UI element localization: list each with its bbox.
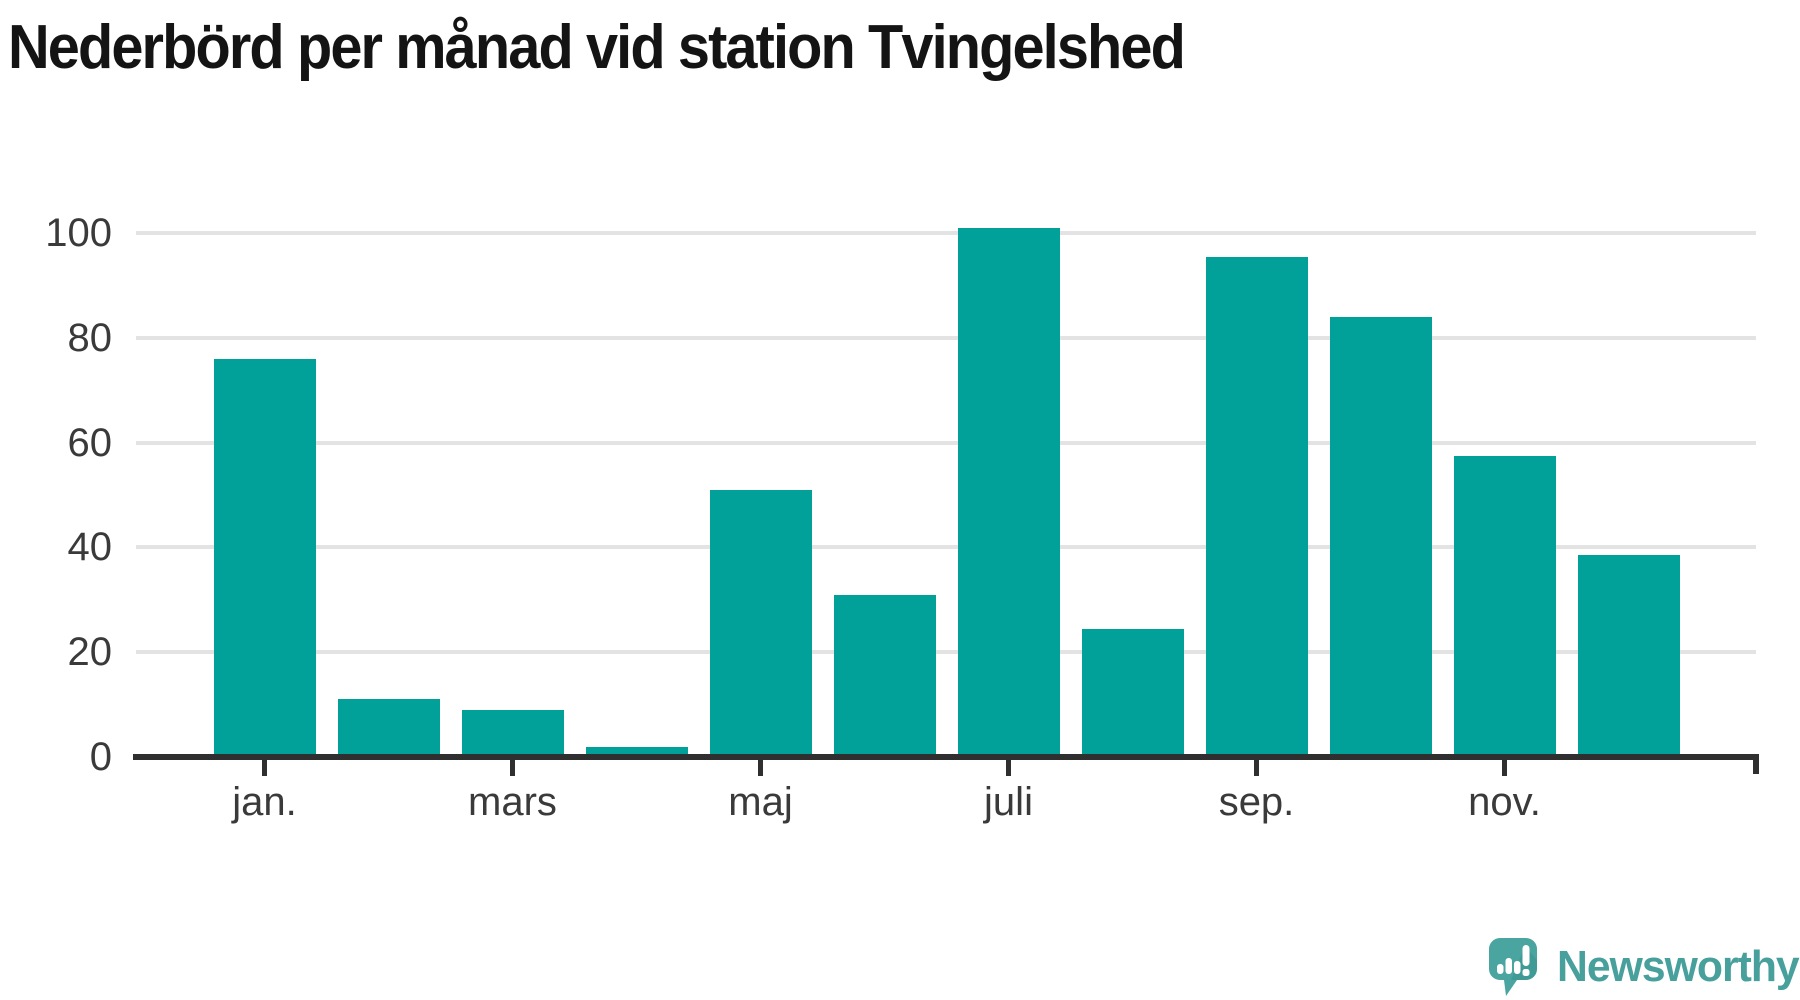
bar-okt [1329,316,1432,757]
y-tick-label: 20 [67,630,113,675]
x-tick-sep [1254,760,1259,776]
x-tick-nov [1502,760,1507,776]
bar-nov [1453,455,1556,757]
bar-maj [709,489,812,757]
bar-juli [957,227,1060,757]
x-tick-juli [1006,760,1011,776]
bar-feb [337,699,440,757]
branding: Newsworthy [1489,938,1800,996]
y-tick-label: 80 [67,315,113,360]
bar-dec [1577,555,1680,757]
x-tick-label: sep. [1218,780,1295,824]
bar-sep [1205,256,1308,757]
chart-title: Nederbörd per månad vid station Tvingels… [8,13,1186,82]
x-tick-jan [262,760,267,776]
bar-aug [1081,628,1184,757]
newsworthy-wordmark: Newsworthy [1557,942,1800,991]
bar-apr [585,746,688,757]
y-tick-label: 60 [67,420,113,465]
x-axis-line [133,754,1759,760]
logo-bar-2 [1505,958,1512,974]
logo-exclamation-dot [1522,969,1530,976]
y-tick-label: 100 [45,211,112,255]
x-tick-label: jan. [232,780,297,824]
gridline-y-60 [136,440,1756,445]
y-tick-label: 40 [67,525,113,570]
gridline-y-100 [136,231,1756,235]
x-tick-label: maj [728,780,793,824]
logo-bar-1 [1497,964,1504,974]
logo-exclamation-bar [1522,945,1530,966]
x-axis-endcap-tick [1753,754,1759,774]
x-tick-mars [510,760,515,776]
logo-bar-3 [1514,961,1521,974]
newsworthy-logo-icon [1489,938,1537,996]
x-tick-label: juli [984,780,1033,824]
gridline-y-40 [136,545,1756,550]
x-tick-maj [758,760,763,776]
x-tick-label: mars [468,780,557,824]
gridline-y-20 [136,650,1756,655]
bar-jan [213,358,316,757]
bar-juni [833,594,936,757]
gridline-y-80 [136,335,1756,340]
bar-mars [461,709,564,757]
x-tick-label: nov. [1468,780,1541,824]
y-tick-label: 0 [89,735,112,779]
